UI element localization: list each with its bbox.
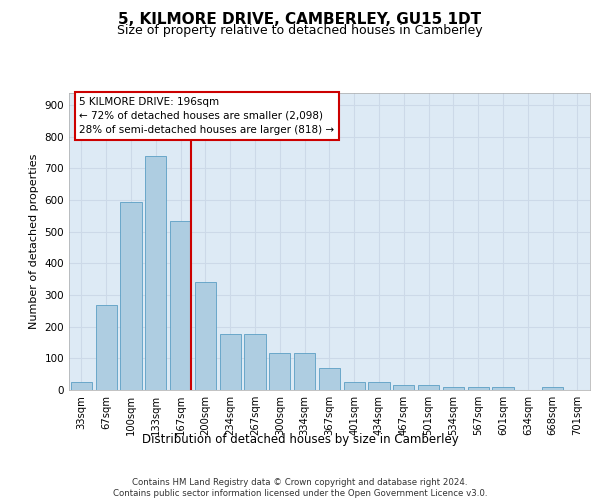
Bar (542, 388, 563, 390)
Bar (269, 352, 290, 390)
Bar (170, 220, 191, 390)
Bar (493, 388, 514, 390)
Bar (71, 382, 92, 390)
Bar (145, 156, 166, 390)
Text: 5, KILMORE DRIVE, CAMBERLEY, GU15 1DT: 5, KILMORE DRIVE, CAMBERLEY, GU15 1DT (118, 12, 482, 28)
Bar (443, 387, 464, 390)
Bar (121, 202, 142, 390)
Text: Size of property relative to detached houses in Camberley: Size of property relative to detached ho… (117, 24, 483, 37)
Text: Contains HM Land Registry data © Crown copyright and database right 2024.
Contai: Contains HM Land Registry data © Crown c… (113, 478, 487, 498)
Y-axis label: Number of detached properties: Number of detached properties (29, 154, 39, 329)
Bar (244, 334, 266, 390)
Bar (319, 368, 340, 390)
Bar (368, 382, 389, 390)
Bar (393, 386, 415, 390)
Text: Distribution of detached houses by size in Camberley: Distribution of detached houses by size … (142, 432, 458, 446)
Bar (95, 304, 117, 390)
Bar (195, 282, 216, 390)
Bar (467, 388, 489, 390)
Bar (344, 382, 365, 390)
Bar (418, 386, 439, 390)
Bar (294, 352, 315, 390)
Bar (220, 334, 241, 390)
Text: 5 KILMORE DRIVE: 196sqm
← 72% of detached houses are smaller (2,098)
28% of semi: 5 KILMORE DRIVE: 196sqm ← 72% of detache… (79, 97, 335, 135)
